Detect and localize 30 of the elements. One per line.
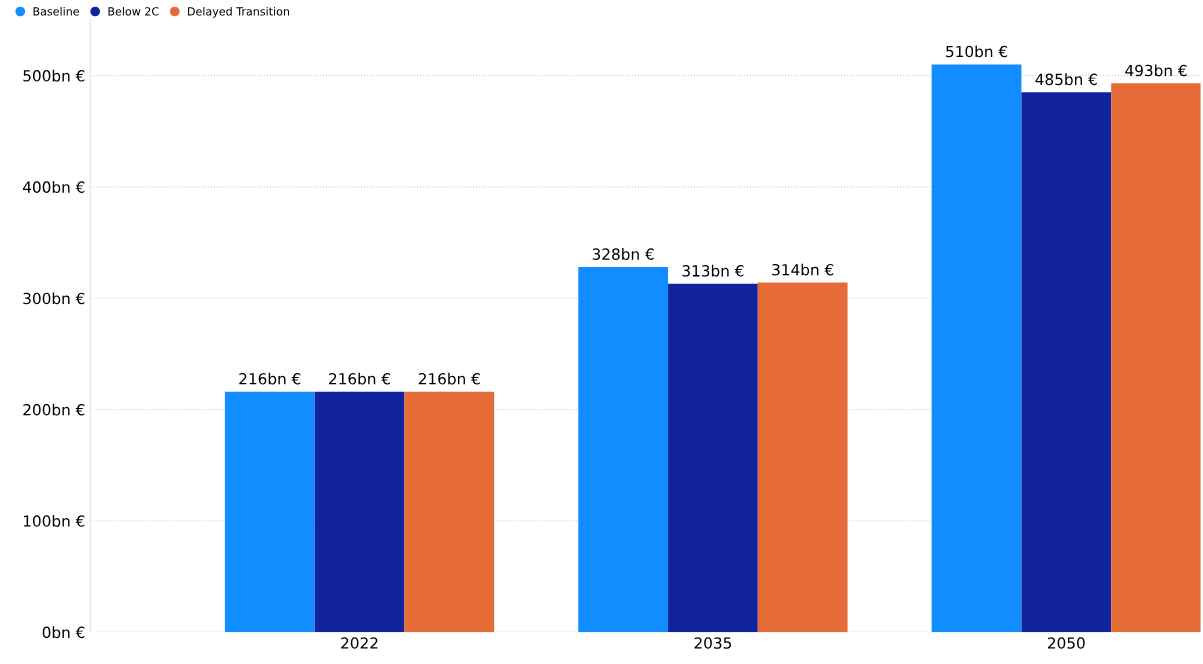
- legend-label: Below 2C: [108, 6, 159, 16]
- bar: [314, 391, 405, 633]
- data-label: 328bn €: [592, 248, 654, 260]
- y-tick-label: 400bn €: [22, 181, 85, 193]
- data-label: 216bn €: [418, 372, 480, 385]
- bar: [578, 267, 669, 633]
- x-tick-label: 2050: [1047, 637, 1085, 649]
- data-label: 216bn €: [239, 372, 301, 385]
- bar: [757, 282, 848, 633]
- data-label: 485bn €: [1035, 73, 1097, 86]
- bar: [1111, 83, 1201, 633]
- bar: [224, 391, 315, 633]
- bar: [931, 64, 1022, 633]
- bar: [404, 391, 495, 633]
- y-tick-label: 200bn €: [23, 403, 85, 416]
- x-tick-label: 2035: [694, 637, 732, 649]
- data-label: 314bn €: [772, 263, 834, 276]
- data-label: 216bn €: [329, 372, 391, 385]
- data-label: 493bn €: [1125, 64, 1187, 77]
- y-tick-label: 500bn €: [23, 69, 85, 82]
- y-tick-label: 100bn €: [23, 515, 85, 527]
- y-tick-label: 0bn €: [42, 626, 85, 639]
- bar: [1021, 92, 1112, 633]
- bar: [668, 283, 758, 633]
- data-label: 313bn €: [682, 264, 744, 277]
- legend-label: Delayed Transition: [188, 6, 290, 18]
- data-label: 510bn €: [946, 45, 1008, 58]
- legend-label: Baseline: [33, 6, 80, 16]
- x-tick-label: 2022: [341, 637, 378, 649]
- y-tick-label: 300bn €: [23, 292, 85, 305]
